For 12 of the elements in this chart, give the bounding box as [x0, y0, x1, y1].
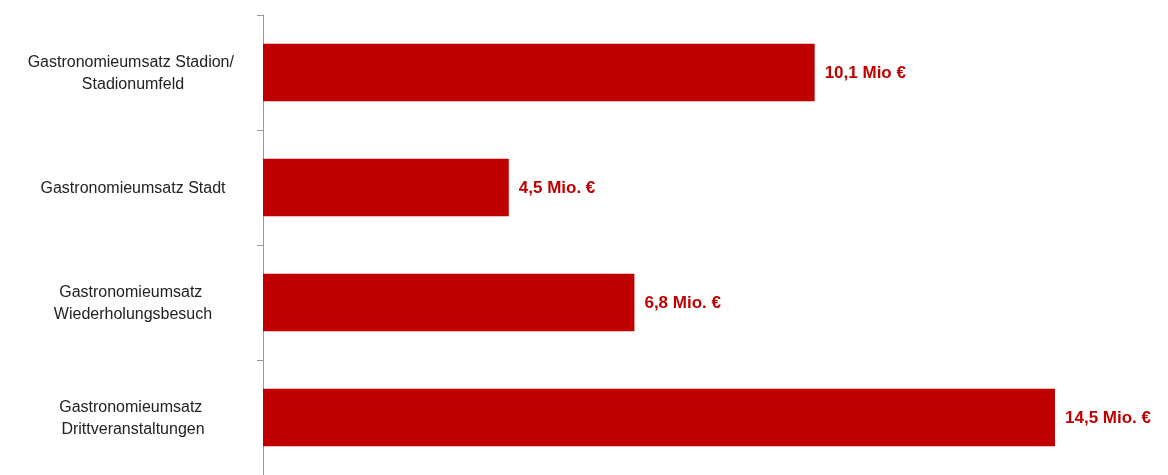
y-tick-label: Gastronomieumsatz Wiederholungsbesuch — [53, 283, 213, 322]
bar — [263, 273, 635, 332]
data-label: 10,1 Mio € — [824, 63, 907, 82]
data-label: 14,5 Mio. € — [1065, 408, 1152, 427]
y-tick-label: Gastronomieumsatz Stadt — [40, 179, 227, 196]
bar — [263, 43, 815, 102]
data-label: 4,5 Mio. € — [518, 178, 596, 197]
data-label: 6,8 Mio. € — [644, 293, 722, 312]
y-tick-label: Gastronomieumsatz Drittveranstaltungen — [59, 398, 207, 437]
bar — [263, 388, 1055, 447]
bar — [263, 158, 509, 217]
y-tick-label: Gastronomieumsatz Stadion/ Stadionumfeld — [27, 53, 239, 92]
